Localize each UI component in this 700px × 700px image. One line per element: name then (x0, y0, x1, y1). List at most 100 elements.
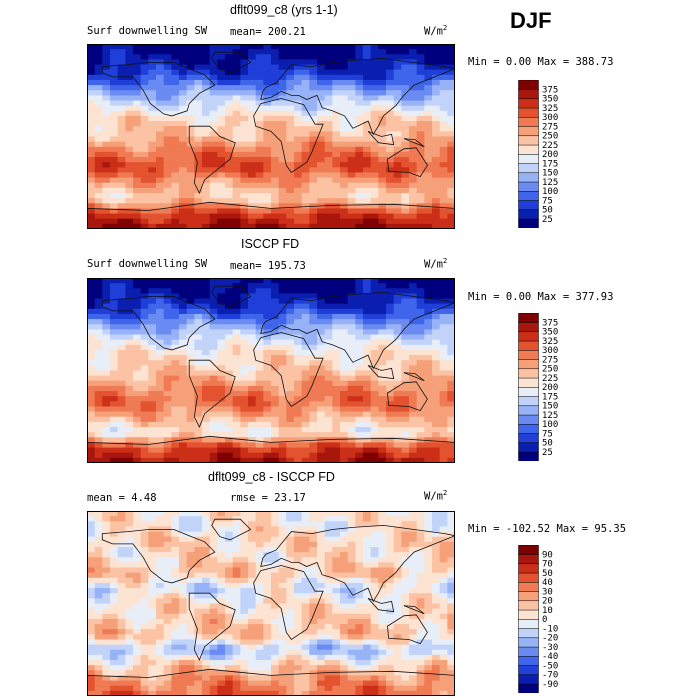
panel-2-map-cell (125, 324, 134, 330)
panel-2-map-cell (317, 406, 326, 413)
panel-2-map-cell (363, 411, 372, 418)
panel-1-map-cell (432, 141, 441, 148)
panel-1-map-cell (355, 172, 364, 179)
panel-3-map-cell (148, 582, 157, 589)
panel-1-map-cell (347, 198, 356, 204)
panel-3-map-cell (294, 654, 303, 661)
panel-3-map-cell (286, 526, 295, 533)
panel-2-map-cell (186, 329, 195, 336)
panel-3-map-cell (424, 593, 433, 599)
panel-2-map-cell (87, 303, 96, 310)
panel-2-map-cell (363, 339, 372, 346)
panel-2-map-cell (209, 365, 218, 372)
panel-3-map-cell (340, 541, 349, 548)
panel-2-map-cell (87, 319, 96, 325)
panel-1-map-cell (393, 198, 402, 204)
panel-2-map-cell (263, 349, 272, 356)
panel-3-map-cell (156, 634, 165, 641)
panel-3-map-cell (255, 608, 264, 615)
panel-1-map-cell (202, 85, 211, 91)
panel-2-map-cell (332, 298, 341, 305)
panel-3-map-cell (179, 618, 188, 625)
panel-1-map-cell (271, 187, 280, 194)
panel-1-map-cell (110, 172, 119, 179)
panel-3-map-cell (294, 552, 303, 558)
panel-1-map-cell (110, 115, 119, 122)
panel-3-map-cell (263, 577, 272, 584)
panel-2-map-cell (217, 334, 226, 341)
panel-2-map-cell (240, 278, 249, 284)
panel-1-map-cell (278, 95, 287, 102)
panel-1-colorbar-tick-label: 275 (542, 122, 558, 132)
panel-1-map-cell (225, 223, 234, 229)
panel-2-map-cell (278, 416, 287, 423)
panel-3-map-cell (355, 629, 364, 635)
panel-2-map-cell (447, 427, 455, 433)
panel-1-map-cell (87, 177, 96, 184)
panel-3-map-cell (324, 567, 333, 574)
panel-2-map-cell (202, 401, 211, 408)
panel-2-map-cell (194, 329, 203, 336)
panel-1-map-cell (171, 79, 180, 86)
panel-1-map-cell (217, 115, 226, 122)
panel-2-map-cell (347, 427, 356, 433)
panel-3-map-cell (217, 511, 226, 517)
panel-3-map-cell (148, 649, 157, 656)
panel-2-map-cell (363, 344, 372, 351)
panel-2-map-cell (133, 334, 142, 341)
panel-3-map-cell (133, 608, 142, 615)
panel-2-left-label: Surf downwelling SW (87, 258, 208, 270)
panel-1-map-cell (409, 121, 418, 127)
panel-1-map-cell (110, 177, 119, 184)
panel-1-map-cell (409, 85, 418, 91)
panel-2-map-cell (447, 308, 455, 315)
panel-2-map-cell (240, 319, 249, 325)
panel-1-minmax: Min = 0.00 Max = 388.73 (468, 56, 614, 68)
panel-1-map-cell (171, 187, 180, 194)
panel-1-map-cell (117, 100, 126, 107)
panel-2-map-cell (186, 437, 195, 444)
panel-3-map-cell (217, 603, 226, 610)
panel-3-map-cell (432, 624, 441, 630)
panel-2-map-cell (401, 308, 410, 315)
panel-3-map-cell (263, 567, 272, 574)
panel-1-map-cell (340, 74, 349, 81)
panel-1-map-cell (94, 146, 103, 153)
panel-2-map-coastline (87, 435, 455, 463)
panel-3-map-cell (424, 531, 433, 538)
panel-3-map-cell (186, 572, 195, 579)
panel-2-map-cell (156, 324, 165, 330)
panel-1-map-cell (171, 208, 180, 215)
panel-3-map-cell (263, 608, 272, 615)
panel-3-map-cell (94, 516, 103, 522)
panel-3-map-cell (324, 572, 333, 579)
panel-2-map-cell (332, 303, 341, 310)
panel-2-map-cell (209, 313, 218, 320)
panel-1-map-cell (378, 162, 387, 168)
panel-2-map-cell (432, 370, 441, 377)
panel-1-map-cell (102, 90, 111, 96)
panel-2-map-cell (355, 303, 364, 310)
panel-1-map-cell (378, 110, 387, 117)
panel-1-map-cell (286, 69, 295, 76)
panel-1-map-cell (217, 182, 226, 189)
panel-1-map-cell (278, 69, 287, 76)
panel-3-map-cell (363, 588, 372, 594)
panel-1-map-cell (94, 44, 103, 50)
panel-2-map-cell (416, 329, 425, 336)
panel-1-map-cell (133, 90, 142, 96)
panel-1-map-cell (347, 177, 356, 184)
panel-2-map-cell (432, 401, 441, 408)
panel-3-map-cell (324, 634, 333, 641)
panel-1-map-cell (232, 218, 241, 225)
panel-2-map-cell (194, 380, 203, 387)
panel-3-map-cell (378, 582, 387, 589)
panel-1-map-cell (409, 74, 418, 81)
panel-3-map-cell (378, 618, 387, 625)
panel-3-map-cell (409, 511, 418, 517)
panel-2-map-cell (409, 360, 418, 366)
panel-1-map-cell (432, 193, 441, 199)
panel-1-map-cell (163, 193, 172, 199)
panel-2-map-cell (439, 278, 448, 284)
panel-2-map-cell (432, 457, 441, 463)
